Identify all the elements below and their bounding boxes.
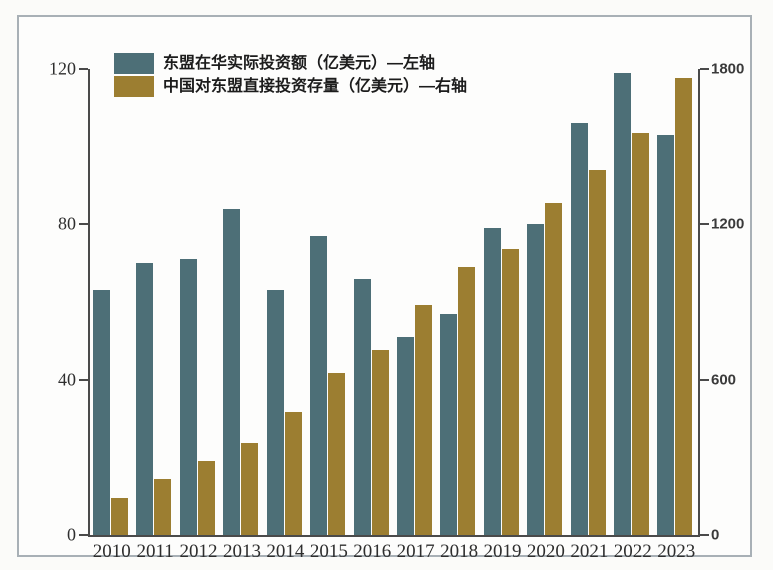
bar-2019-right-axis	[501, 248, 519, 535]
x-tick-label-2010: 2010	[92, 541, 131, 562]
bar-2018-left-axis	[440, 313, 458, 535]
bar-2022-left-axis	[614, 72, 632, 535]
bar-group-2010	[90, 290, 133, 535]
left-axis-tick-label-40: 40	[58, 369, 76, 390]
left-axis-tick-40	[79, 378, 88, 381]
right-axis-tick-label-1800: 1800	[711, 60, 745, 78]
right-axis-line	[698, 69, 700, 537]
plot-area: 0 40 80 120 0 600 1200 1800	[49, 59, 744, 545]
legend-label-china-odi-stock: 中国对东盟直接投资存量（亿美元）—右轴	[163, 78, 468, 95]
bar-group-2019	[481, 228, 524, 535]
bar-2011-right-axis	[154, 479, 172, 535]
chart-frame: 东盟在华实际投资额（亿美元）—左轴 中国对东盟直接投资存量（亿美元）—右轴 0 4…	[17, 15, 752, 562]
bar-2021-right-axis	[588, 170, 606, 535]
legend: 东盟在华实际投资额（亿美元）—左轴 中国对东盟直接投资存量（亿美元）—右轴	[114, 53, 467, 97]
bar-2010-left-axis	[93, 290, 110, 535]
bar-2019-left-axis	[483, 228, 501, 535]
bar-2016-right-axis	[371, 349, 389, 535]
x-tick-label-2018: 2018	[440, 541, 479, 562]
bar-group-2014	[264, 290, 307, 535]
right-axis-tick-1800	[700, 68, 709, 70]
x-tick-label-2011: 2011	[136, 541, 174, 562]
right-axis-tick-label-1200: 1200	[711, 215, 745, 233]
bar-2020-left-axis	[527, 224, 545, 535]
bar-2015-right-axis	[328, 372, 346, 535]
bar-group-2021	[568, 123, 611, 535]
bar-group-2016	[351, 278, 394, 535]
left-axis-tick-label-80: 80	[58, 213, 76, 234]
x-tick-label-2023: 2023	[657, 541, 696, 562]
bar-group-2022	[611, 72, 654, 535]
left-axis-line	[88, 69, 90, 537]
bar-2023-left-axis	[657, 135, 675, 535]
bar-2013-left-axis	[223, 208, 241, 535]
x-tick-label-2016: 2016	[353, 541, 392, 562]
bar-group-2012	[177, 259, 220, 535]
x-axis-labels: 2010 2011 2012 2013 2014 2015 2016 2017 2018 2019…	[90, 541, 698, 563]
bar-2013-right-axis	[241, 442, 259, 535]
right-axis-tick-0	[700, 534, 709, 536]
x-tick-label-2015: 2015	[309, 541, 348, 562]
left-axis-tick-80	[79, 223, 88, 226]
bar-group-2018	[437, 267, 480, 535]
bottom-axis-line	[88, 535, 700, 537]
bar-2023-right-axis	[675, 78, 693, 535]
bar-2018-right-axis	[458, 267, 476, 535]
bar-2012-right-axis	[197, 461, 215, 535]
bar-group-2023	[654, 78, 697, 535]
right-axis-tick-1200	[700, 223, 709, 226]
left-axis-tick-label-120: 120	[49, 58, 76, 79]
bar-2021-left-axis	[570, 123, 588, 535]
x-tick-label-2014: 2014	[266, 541, 305, 562]
left-axis-tick-0	[79, 534, 88, 536]
x-tick-label-2019: 2019	[483, 541, 522, 562]
bar-2017-right-axis	[414, 304, 432, 535]
bar-2015-left-axis	[310, 236, 328, 535]
x-tick-label-2020: 2020	[526, 541, 565, 562]
bar-2020-right-axis	[545, 203, 563, 535]
right-axis-tick-label-600: 600	[711, 371, 737, 389]
right-axis-tick-600	[700, 378, 709, 381]
legend-swatch-china-odi-stock	[114, 76, 154, 97]
bar-2012-left-axis	[179, 259, 197, 535]
bar-group-2011	[133, 263, 176, 535]
x-tick-label-2012: 2012	[179, 541, 218, 562]
bar-2016-left-axis	[353, 278, 371, 535]
bar-2017-left-axis	[396, 337, 414, 535]
legend-item-china-odi-stock: 中国对东盟直接投资存量（亿美元）—右轴	[114, 76, 467, 97]
legend-label-asean-fdi: 东盟在华实际投资额（亿美元）—左轴	[163, 55, 436, 72]
bar-2014-left-axis	[266, 290, 284, 535]
x-tick-label-2021: 2021	[570, 541, 609, 562]
bar-group-2020	[524, 203, 567, 535]
left-axis-tick-120	[79, 68, 88, 70]
bar-2014-right-axis	[284, 411, 302, 535]
bar-2011-left-axis	[136, 263, 154, 535]
bar-2010-right-axis	[111, 497, 128, 535]
x-tick-label-2013: 2013	[222, 541, 261, 562]
right-axis-tick-label-0: 0	[711, 526, 720, 544]
bar-group-2015	[307, 236, 350, 535]
left-axis-tick-label-0: 0	[67, 524, 76, 545]
x-tick-label-2022: 2022	[613, 541, 652, 562]
x-tick-label-2017: 2017	[396, 541, 435, 562]
legend-swatch-asean-fdi	[114, 53, 154, 74]
legend-item-asean-fdi: 东盟在华实际投资额（亿美元）—左轴	[114, 53, 467, 74]
bar-group-2013	[220, 208, 263, 535]
bar-group-2017	[394, 304, 437, 535]
bar-2022-right-axis	[632, 132, 650, 535]
